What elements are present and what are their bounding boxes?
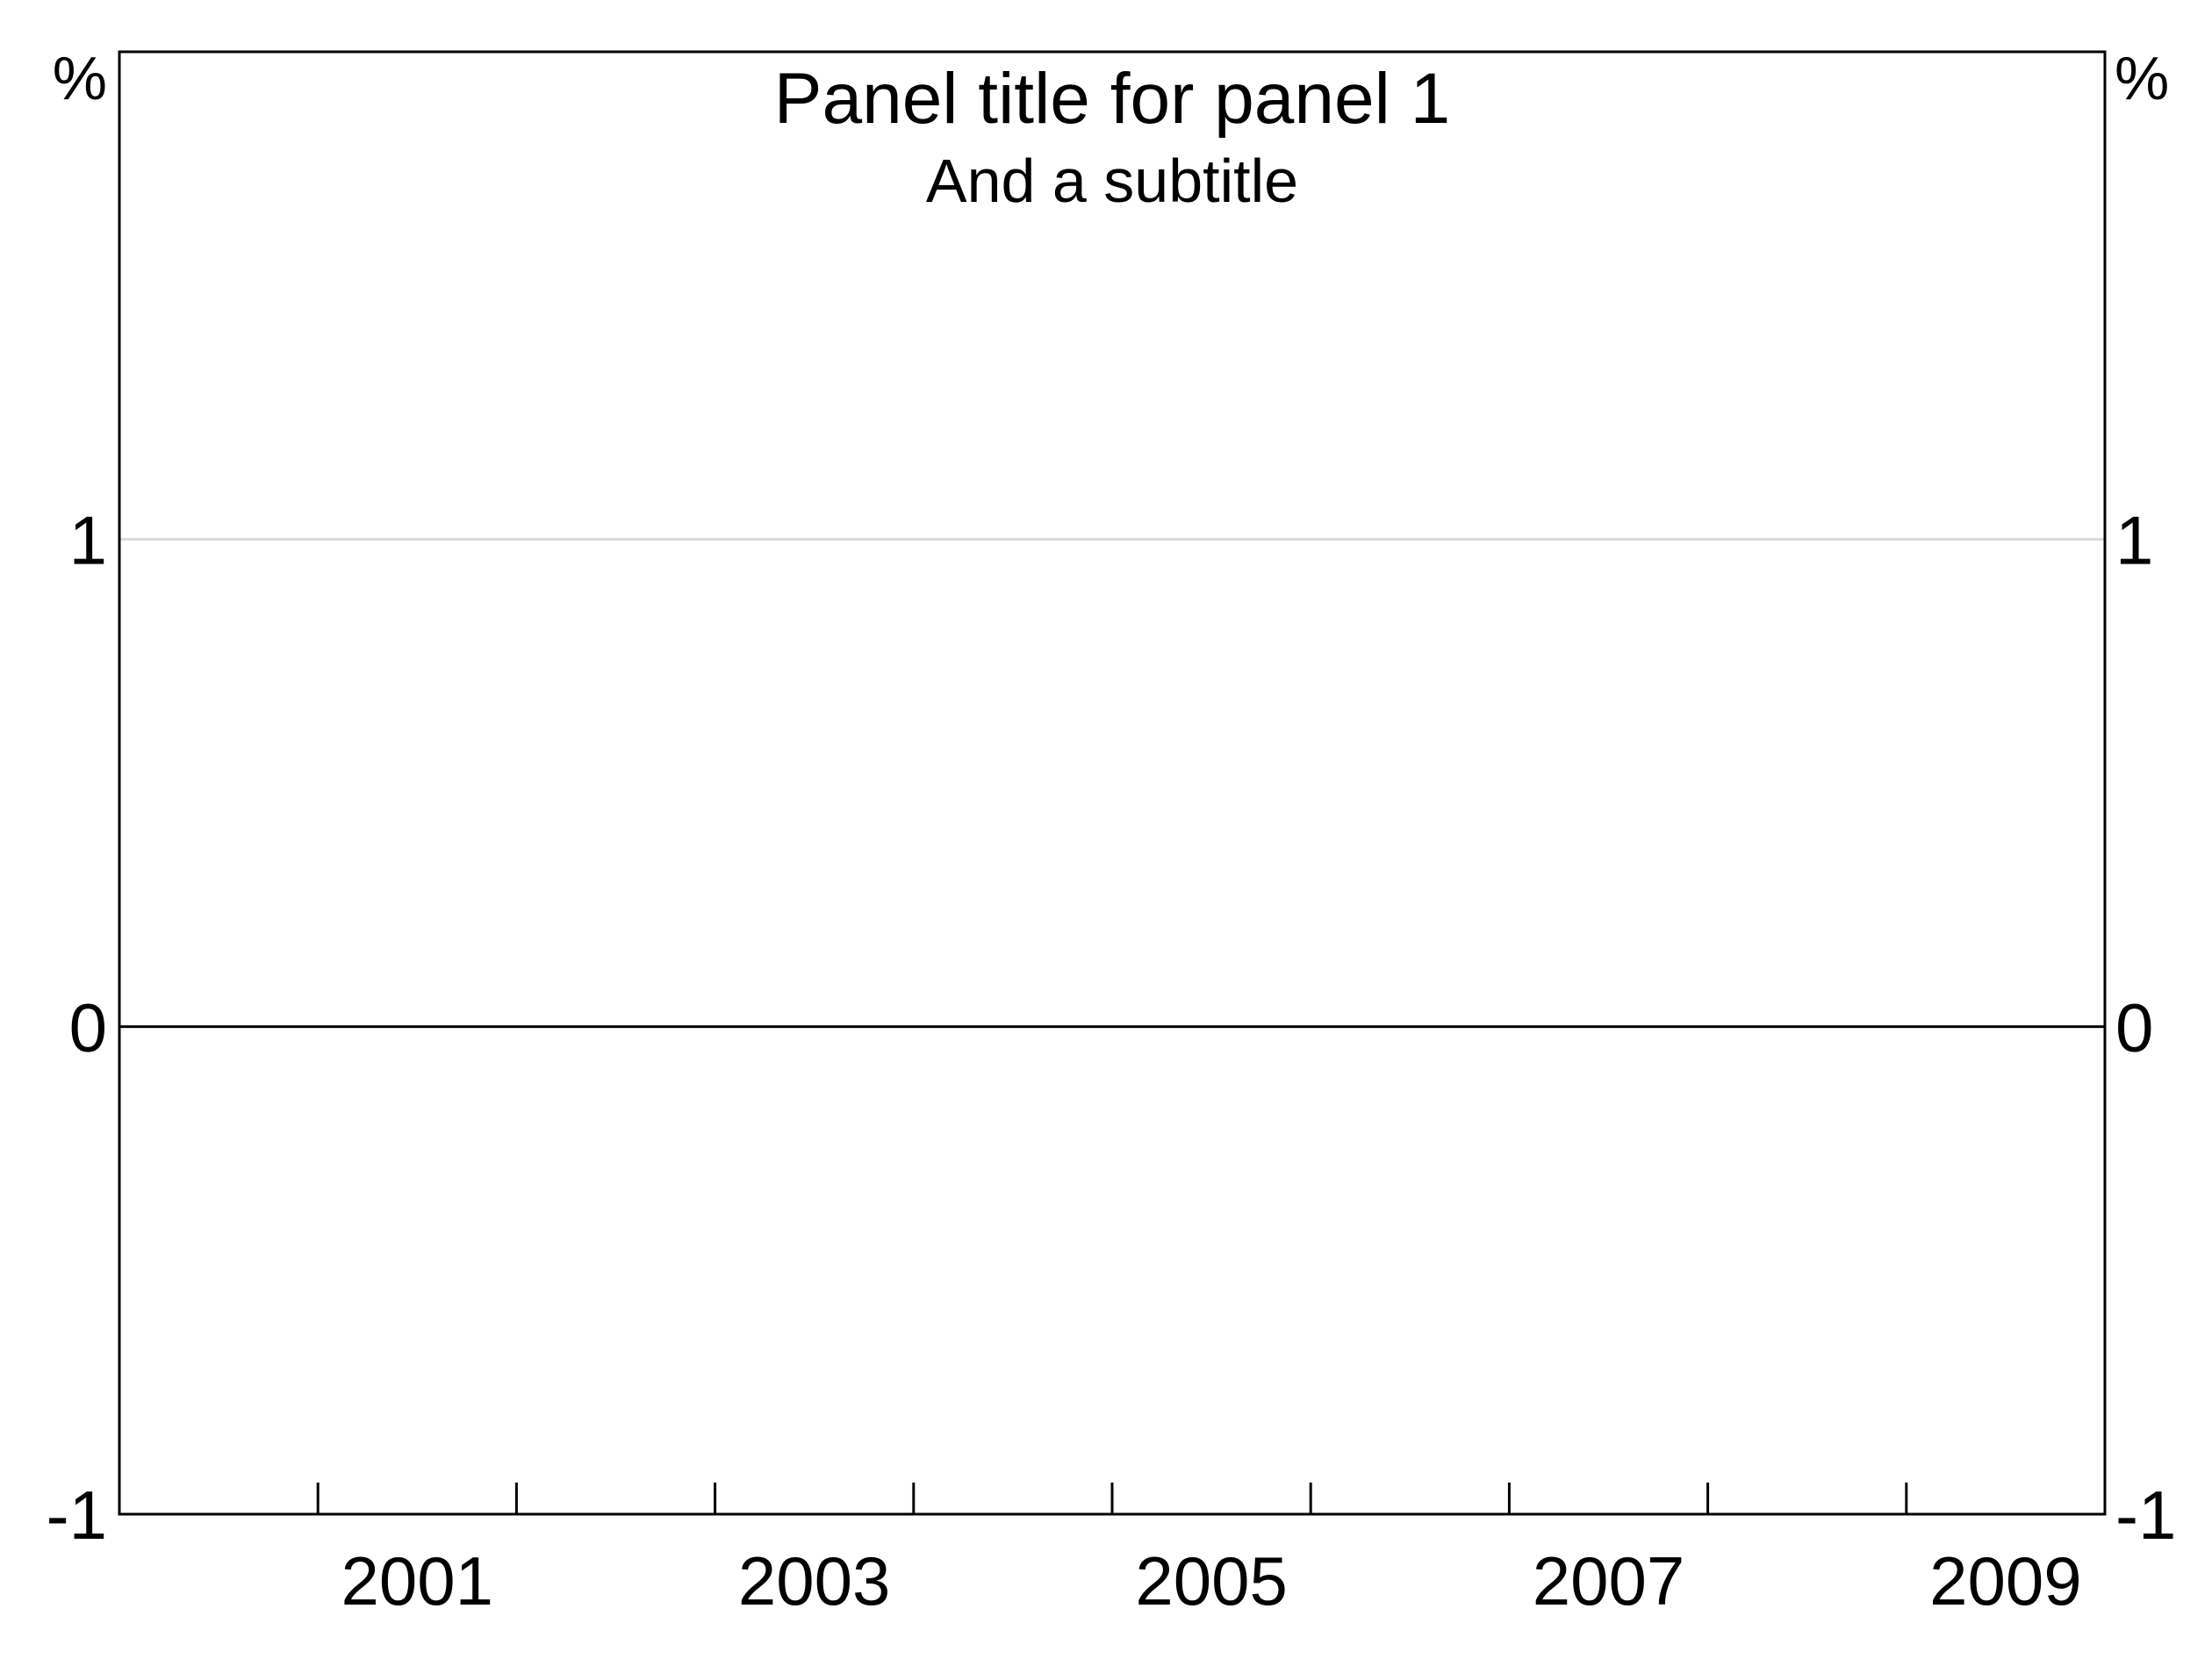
y-tick-label-right: 1 xyxy=(2115,501,2153,578)
label-layer: 2001 2003 2005 2007 2009 1 1 0 0 -1 -1 xyxy=(47,501,2177,1620)
x-tick-label: 2005 xyxy=(1135,1542,1288,1620)
y-tick-label-right: 0 xyxy=(2115,989,2153,1066)
x-tick-label: 2003 xyxy=(738,1542,891,1620)
y-unit-right: % xyxy=(2115,44,2169,112)
y-tick-label-left: -1 xyxy=(47,1476,107,1554)
chart-title: Panel title for panel 1 xyxy=(774,59,1450,139)
chart-subtitle: And a subtitle xyxy=(926,147,1298,215)
x-tick-label: 2001 xyxy=(341,1542,494,1620)
tick-layer xyxy=(316,1483,1908,1514)
y-tick-label-left: 0 xyxy=(69,989,107,1066)
x-tick-label: 2009 xyxy=(1929,1542,2082,1620)
plot-frame xyxy=(118,50,2107,1516)
x-tick-label: 2007 xyxy=(1533,1542,1685,1620)
y-tick-label-right: -1 xyxy=(2115,1476,2176,1554)
grid-layer xyxy=(119,537,2105,1029)
y-unit-left: % xyxy=(53,44,107,112)
y-tick-label-left: 1 xyxy=(69,501,107,578)
